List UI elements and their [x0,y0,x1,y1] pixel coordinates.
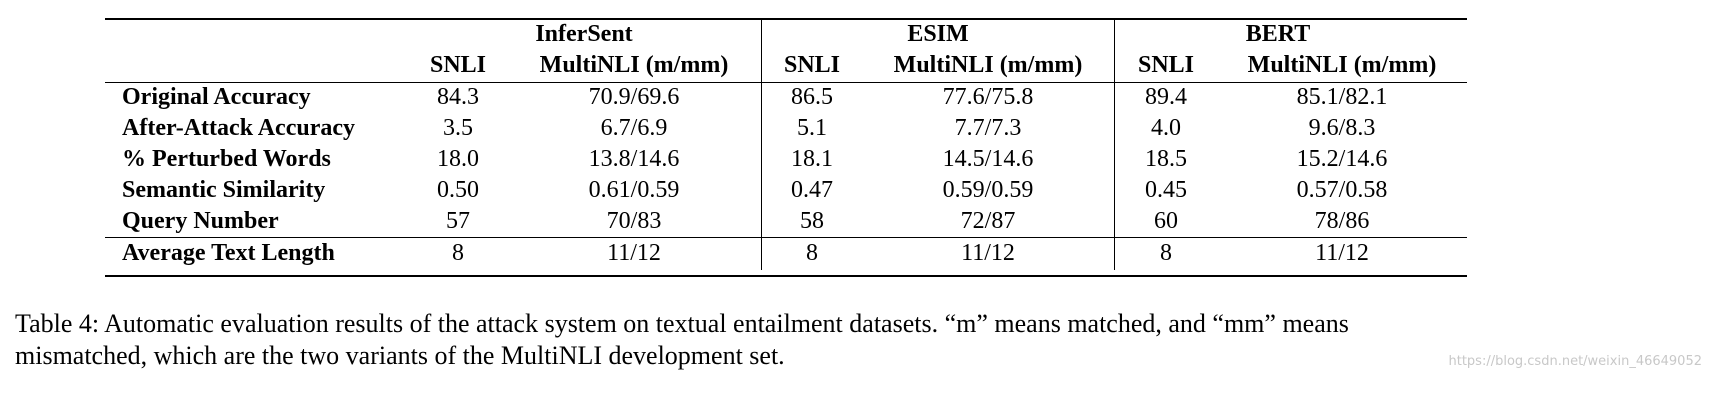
cell: 72/87 [960,208,1016,234]
bottom-rule [105,275,1467,277]
caption-line: Table 4: Automatic evaluation results of… [15,309,1349,338]
cell: 8 [452,240,464,266]
group-header: InferSent [535,21,633,47]
column-header: MultiNLI (m/mm) [893,52,1083,78]
cell: 14.5/14.6 [942,146,1034,172]
cell: 77.6/75.8 [942,84,1034,110]
cell: 15.2/14.6 [1296,146,1388,172]
header-rule [105,82,1467,83]
row-label: Semantic Similarity [122,177,326,203]
cell: 18.1 [791,146,833,172]
caption-line: mismatched, which are the two variants o… [15,341,785,370]
cell: 11/12 [607,240,661,266]
cell: 0.45 [1145,177,1187,203]
cell: 18.5 [1145,146,1187,172]
cell: 8 [806,240,818,266]
cell: 60 [1154,208,1178,234]
column-header: SNLI [1137,52,1195,78]
cell: 58 [800,208,824,234]
row-label: Original Accuracy [122,84,311,110]
column-header: SNLI [429,52,487,78]
cell: 86.5 [791,84,833,110]
row-label: Average Text Length [122,240,335,266]
cell: 0.50 [437,177,479,203]
cell: 70/83 [606,208,662,234]
cell: 0.57/0.58 [1296,177,1388,203]
cell: 11/12 [961,240,1015,266]
cell: 70.9/69.6 [588,84,680,110]
group-header: ESIM [907,21,969,47]
row-label: Query Number [122,208,279,234]
cell: 78/86 [1314,208,1370,234]
cell: 0.47 [791,177,833,203]
cell: 57 [446,208,470,234]
column-divider [761,18,762,270]
cell: 11/12 [1315,240,1369,266]
cell: 18.0 [437,146,479,172]
cell: 85.1/82.1 [1296,84,1388,110]
cell: 13.8/14.6 [588,146,680,172]
cell: 8 [1160,240,1172,266]
row-label: % Perturbed Words [122,146,331,172]
cell: 9.6/8.3 [1308,115,1376,141]
mid-rule [105,237,1467,238]
row-label: After-Attack Accuracy [122,115,356,141]
cell: 84.3 [437,84,479,110]
cell: 6.7/6.9 [600,115,668,141]
column-header: MultiNLI (m/mm) [1247,52,1437,78]
cell: 4.0 [1151,115,1181,141]
cell: 7.7/7.3 [954,115,1022,141]
group-header: BERT [1245,21,1311,47]
watermark: https://blog.csdn.net/weixin_46649052 [1448,354,1702,369]
cell: 0.59/0.59 [942,177,1034,203]
column-divider [1114,18,1115,270]
cell: 5.1 [797,115,827,141]
cell: 0.61/0.59 [588,177,680,203]
cell: 3.5 [443,115,473,141]
column-header: SNLI [783,52,841,78]
top-rule [105,18,1467,20]
column-header: MultiNLI (m/mm) [539,52,729,78]
cell: 89.4 [1145,84,1187,110]
